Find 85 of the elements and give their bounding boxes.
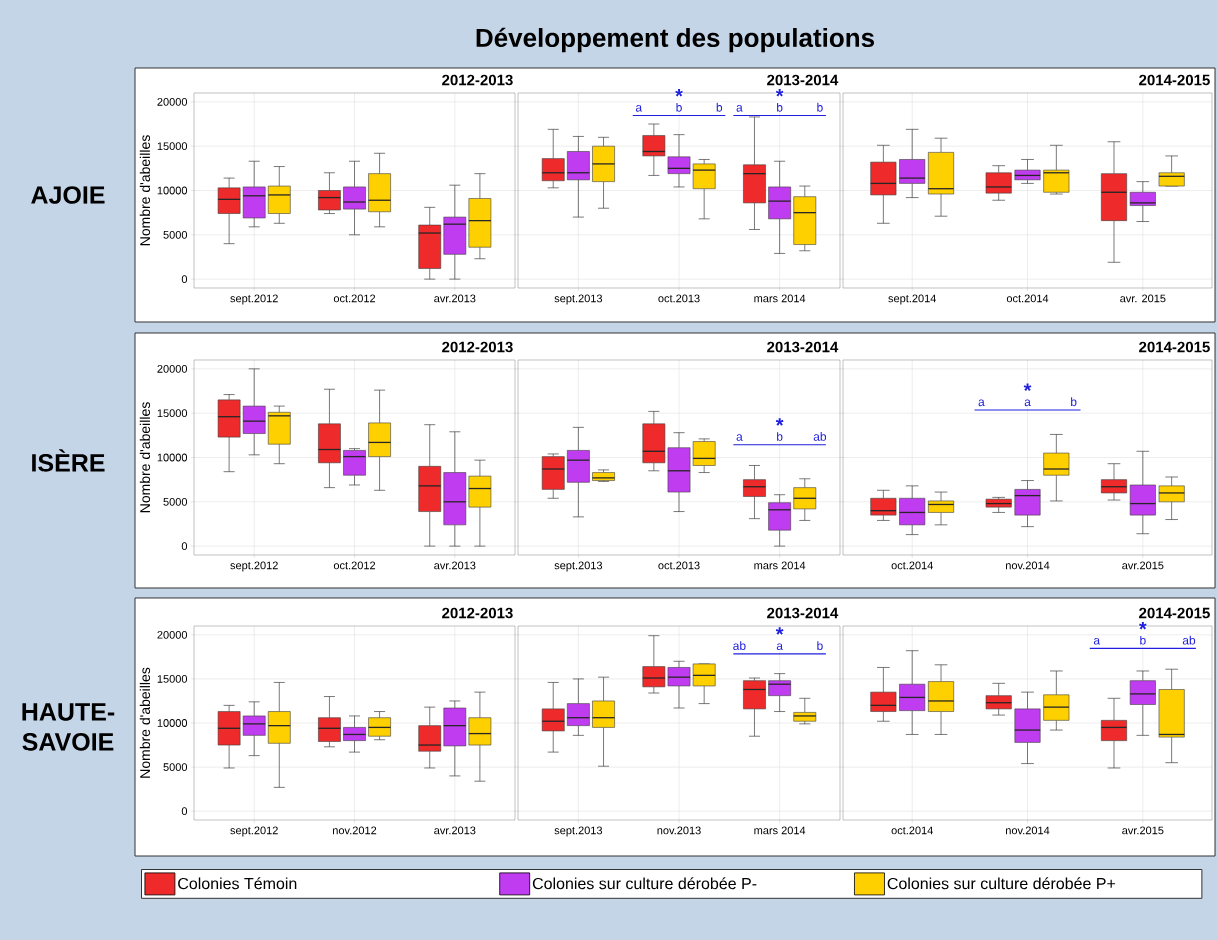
y-axis-title: Nombre d'abeilles: [139, 402, 151, 513]
chart-title: 2014-2015: [1139, 74, 1210, 86]
annotation: b: [716, 102, 723, 112]
annotation: a: [776, 643, 783, 650]
y-tick-label: 5000: [163, 763, 188, 771]
chart-title: 2012-2013: [442, 341, 513, 353]
annotation: *: [775, 627, 784, 635]
x-tick-label: mars 2014: [754, 294, 806, 303]
legend-label: Colonies sur culture dérobée P-: [532, 877, 757, 890]
annotation: a: [635, 105, 643, 112]
y-tick-label: 20000: [157, 630, 188, 639]
annotation: b: [777, 432, 783, 441]
x-tick-label: avr.2013: [434, 826, 476, 835]
x-tick-label: oct.2013: [658, 561, 700, 570]
y-tick-label: 15000: [157, 675, 188, 683]
annotation: b: [1140, 635, 1146, 645]
x-tick-label: avr.2015: [1122, 561, 1164, 570]
x-tick-label: avr.2013: [434, 294, 476, 303]
annotation: a: [978, 399, 985, 407]
annotation: a: [1024, 399, 1031, 407]
x-tick-label: oct.2014: [891, 561, 933, 570]
chart-title: 2013-2014: [767, 607, 839, 619]
text: Développement des populations: [476, 27, 875, 53]
x-tick-label: avr.2013: [434, 561, 476, 570]
chart-title: 2012-2013: [442, 607, 513, 619]
y-tick-label: 5000: [163, 230, 188, 239]
annotation: b: [817, 641, 823, 650]
text: HAUTE-SAVOIE: [22, 703, 115, 751]
chart-title: 2012-2013: [442, 74, 513, 86]
x-tick-label: sept.2013: [554, 294, 603, 305]
y-tick-label: 10000: [157, 453, 188, 462]
annotation: b: [676, 102, 682, 112]
x-tick-label: nov.2012: [333, 826, 377, 835]
x-tick-label: mars 2014: [754, 561, 806, 570]
annotation: ab: [1182, 635, 1196, 645]
y-axis-title: Nombre d'abeilles: [139, 667, 151, 778]
y-tick-label: 15000: [157, 142, 188, 151]
annotation: b: [777, 102, 783, 112]
x-tick-label: nov.2014: [1006, 826, 1050, 835]
chart-title: 2013-2014: [767, 341, 839, 353]
x-tick-label: sept.2012: [230, 826, 278, 837]
annotation: *: [1139, 621, 1147, 630]
annotation: *: [675, 88, 683, 97]
y-tick-label: 5000: [163, 497, 188, 506]
x-tick-label: oct.2012: [333, 294, 376, 303]
annotation: a: [736, 105, 743, 112]
x-tick-label: sept.2012: [230, 561, 278, 572]
annotation: *: [775, 418, 784, 426]
chart-title: 2014-2015: [1139, 607, 1210, 619]
y-tick-label: 0: [181, 275, 188, 284]
x-tick-label: oct.2013: [658, 294, 700, 303]
chart-title: 2013-2014: [767, 74, 839, 86]
legend-label: Colonies sur culture dérobée P+: [887, 877, 1116, 890]
x-tick-label: nov.2014: [1006, 561, 1050, 570]
x-tick-label: sept.2012: [230, 294, 278, 305]
x-tick-label: sept.2013: [554, 826, 603, 837]
x-tick-label: oct.2014: [891, 826, 933, 835]
x-tick-label: nov.2013: [657, 826, 701, 835]
annotation: *: [1023, 383, 1032, 391]
text: ISÈRE: [32, 449, 105, 472]
x-tick-label: sept.2013: [554, 561, 603, 572]
x-tick-label: avr.2015: [1122, 826, 1164, 835]
x-tick-label: mars 2014: [754, 826, 806, 835]
y-tick-label: 15000: [157, 409, 188, 418]
annotation: ab: [813, 432, 827, 441]
annotation: *: [775, 88, 784, 97]
annotation: a: [736, 434, 743, 441]
y-tick-label: 0: [181, 807, 188, 816]
x-tick-label: oct.2014: [1006, 294, 1049, 303]
annotation: b: [817, 102, 823, 112]
annotation: a: [1093, 637, 1101, 645]
x-tick-label: oct.2012: [333, 561, 376, 570]
x-tick-label: avr. 2015: [1120, 294, 1166, 303]
text: AJOIE: [31, 186, 105, 204]
chart-title: 2014-2015: [1139, 341, 1210, 353]
annotation: b: [1071, 397, 1077, 407]
x-tick-label: sept.2014: [888, 294, 937, 305]
y-axis-title: Nombre d'abeilles: [139, 135, 151, 246]
y-tick-label: 10000: [157, 186, 188, 195]
y-tick-label: 20000: [157, 364, 188, 373]
annotation: ab: [733, 641, 746, 650]
y-tick-label: 10000: [157, 719, 188, 727]
y-tick-label: 0: [181, 542, 188, 551]
legend-label: Colonies Témoin: [178, 877, 297, 890]
y-tick-label: 20000: [157, 97, 188, 106]
